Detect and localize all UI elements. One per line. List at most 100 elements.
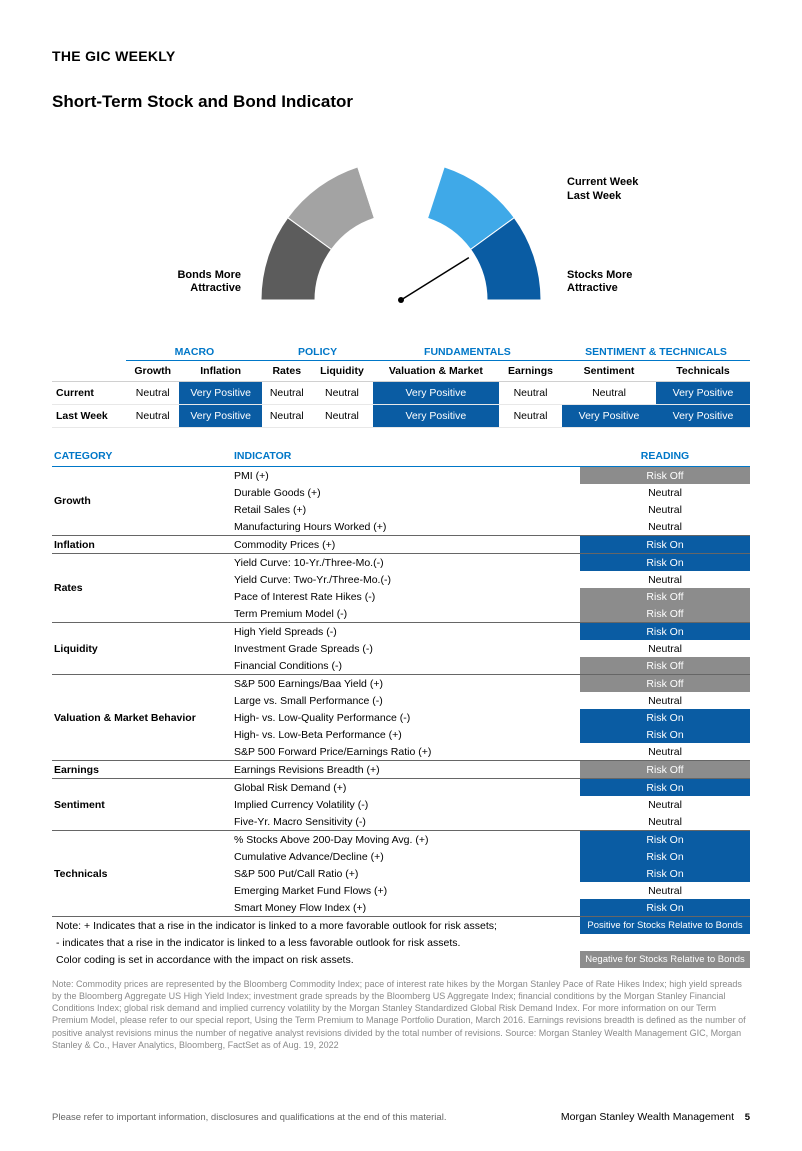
- detail-indicator: Five-Yr. Macro Sensitivity (-): [232, 813, 580, 831]
- fine-print: Note: Commodity prices are represented b…: [52, 978, 750, 1051]
- summary-table: MACRO POLICY FUNDAMENTALS SENTIMENT & TE…: [52, 342, 750, 428]
- detail-table: CATEGORY INDICATOR READING GrowthPMI (+)…: [52, 446, 750, 917]
- legend-neutral: Neutral: [580, 934, 750, 951]
- legend-note: Note: + Indicates that a rise in the ind…: [52, 917, 580, 934]
- detail-indicator: Commodity Prices (+): [232, 536, 580, 554]
- legend-note: Color coding is set in accordance with t…: [52, 951, 580, 968]
- summary-sub-header: Growth: [126, 361, 179, 382]
- detail-category: Sentiment: [52, 779, 232, 831]
- summary-sub-header: Inflation: [179, 361, 262, 382]
- detail-category: Valuation & Market Behavior: [52, 675, 232, 761]
- detail-reading: Neutral: [580, 813, 750, 831]
- summary-sub-header: Sentiment: [562, 361, 656, 382]
- summary-cell: Very Positive: [656, 382, 750, 405]
- footer-brand: Morgan Stanley Wealth Management: [561, 1111, 734, 1123]
- detail-indicator: Large vs. Small Performance (-): [232, 692, 580, 709]
- summary-group-header: POLICY: [262, 342, 372, 361]
- summary-cell: Neutral: [126, 382, 179, 405]
- summary-cell: Neutral: [499, 382, 562, 405]
- detail-reading: Neutral: [580, 501, 750, 518]
- detail-reading: Neutral: [580, 484, 750, 501]
- detail-indicator: Pace of Interest Rate Hikes (-): [232, 588, 580, 605]
- gauge-label-stocks: Stocks MoreAttractive: [567, 269, 657, 297]
- detail-indicator: Yield Curve: Two-Yr./Three-Mo.(-): [232, 571, 580, 588]
- detail-indicator: S&P 500 Forward Price/Earnings Ratio (+): [232, 743, 580, 761]
- detail-reading: Risk On: [580, 831, 750, 849]
- detail-reading: Risk Off: [580, 588, 750, 605]
- detail-reading: Risk On: [580, 899, 750, 917]
- detail-category: Earnings: [52, 761, 232, 779]
- detail-reading: Neutral: [580, 640, 750, 657]
- detail-reading: Risk Off: [580, 605, 750, 623]
- summary-cell: Very Positive: [179, 382, 262, 405]
- summary-group-header: SENTIMENT & TECHNICALS: [562, 342, 750, 361]
- detail-indicator: Investment Grade Spreads (-): [232, 640, 580, 657]
- summary-cell: Neutral: [262, 382, 311, 405]
- detail-indicator: Cumulative Advance/Decline (+): [232, 848, 580, 865]
- detail-indicator: High- vs. Low-Beta Performance (+): [232, 726, 580, 743]
- summary-cell: Neutral: [126, 405, 179, 428]
- detail-reading: Neutral: [580, 882, 750, 899]
- legend-positive: Positive for Stocks Relative to Bonds: [580, 917, 750, 934]
- detail-reading: Neutral: [580, 796, 750, 813]
- detail-category: Inflation: [52, 536, 232, 554]
- legend-note: - indicates that a rise in the indicator…: [52, 934, 580, 951]
- detail-indicator: S&P 500 Earnings/Baa Yield (+): [232, 675, 580, 693]
- summary-row-label: Last Week: [52, 405, 126, 428]
- detail-indicator: High- vs. Low-Quality Performance (-): [232, 709, 580, 726]
- detail-header-indicator: INDICATOR: [232, 446, 580, 467]
- detail-header-reading: READING: [580, 446, 750, 467]
- detail-indicator: Term Premium Model (-): [232, 605, 580, 623]
- detail-reading: Neutral: [580, 743, 750, 761]
- detail-reading: Risk On: [580, 709, 750, 726]
- detail-reading: Risk Off: [580, 657, 750, 675]
- detail-reading: Risk On: [580, 554, 750, 572]
- page-header: THE GIC WEEKLY: [52, 48, 750, 64]
- detail-indicator: Financial Conditions (-): [232, 657, 580, 675]
- gauge-chart: Bonds MoreAttractive Stocks MoreAttracti…: [181, 130, 621, 320]
- detail-category: Growth: [52, 467, 232, 536]
- summary-cell: Very Positive: [656, 405, 750, 428]
- detail-header-category: CATEGORY: [52, 446, 232, 467]
- summary-cell: Very Positive: [179, 405, 262, 428]
- summary-cell: Neutral: [311, 382, 373, 405]
- detail-reading: Risk On: [580, 848, 750, 865]
- legend-negative: Negative for Stocks Relative to Bonds: [580, 951, 750, 968]
- summary-cell: Neutral: [311, 405, 373, 428]
- detail-reading: Neutral: [580, 571, 750, 588]
- detail-indicator: PMI (+): [232, 467, 580, 485]
- footer-page: 5: [745, 1112, 750, 1123]
- detail-indicator: Emerging Market Fund Flows (+): [232, 882, 580, 899]
- detail-indicator: Yield Curve: 10-Yr./Three-Mo.(-): [232, 554, 580, 572]
- section-title: Short-Term Stock and Bond Indicator: [52, 92, 750, 112]
- gauge-label-bonds: Bonds MoreAttractive: [151, 269, 241, 297]
- detail-reading: Risk On: [580, 623, 750, 641]
- detail-reading: Neutral: [580, 518, 750, 536]
- summary-sub-header: Rates: [262, 361, 311, 382]
- summary-cell: Neutral: [262, 405, 311, 428]
- page-footer: Please refer to important information, d…: [52, 1111, 750, 1123]
- detail-reading: Neutral: [580, 692, 750, 709]
- summary-cell: Neutral: [562, 382, 656, 405]
- summary-sub-header: Technicals: [656, 361, 750, 382]
- detail-indicator: % Stocks Above 200-Day Moving Avg. (+): [232, 831, 580, 849]
- summary-row-label: Current: [52, 382, 126, 405]
- footer-disclaimer: Please refer to important information, d…: [52, 1112, 446, 1123]
- detail-category: Liquidity: [52, 623, 232, 675]
- summary-cell: Very Positive: [562, 405, 656, 428]
- detail-category: Rates: [52, 554, 232, 623]
- detail-indicator: Retail Sales (+): [232, 501, 580, 518]
- summary-group-header: FUNDAMENTALS: [373, 342, 562, 361]
- summary-cell: Very Positive: [373, 382, 499, 405]
- gauge-label-week: Current WeekLast Week: [567, 176, 657, 204]
- detail-category: Technicals: [52, 831, 232, 917]
- detail-indicator: Smart Money Flow Index (+): [232, 899, 580, 917]
- summary-sub-header: Liquidity: [311, 361, 373, 382]
- summary-group-header: MACRO: [126, 342, 262, 361]
- detail-indicator: High Yield Spreads (-): [232, 623, 580, 641]
- summary-cell: Neutral: [499, 405, 562, 428]
- detail-reading: Risk Off: [580, 761, 750, 779]
- detail-reading: Risk On: [580, 865, 750, 882]
- legend-table: Note: + Indicates that a rise in the ind…: [52, 917, 750, 968]
- detail-indicator: Earnings Revisions Breadth (+): [232, 761, 580, 779]
